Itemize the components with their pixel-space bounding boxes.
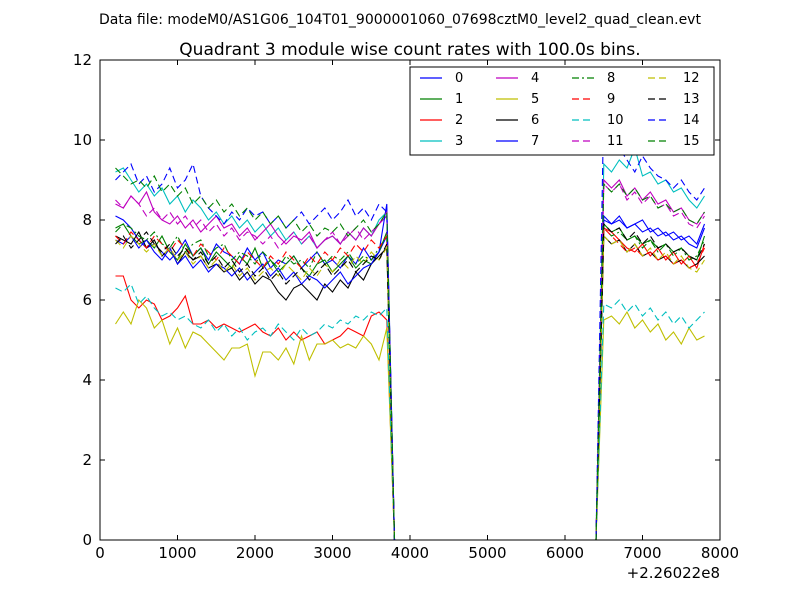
x-offset-label: +2.26022e8 [627, 564, 720, 582]
y-tick-label: 0 [82, 531, 92, 549]
series-line-4 [115, 178, 705, 540]
x-tick-label: 1000 [158, 544, 196, 562]
legend-label-11: 11 [607, 134, 624, 149]
chart-title: Quadrant 3 module wise count rates with … [179, 40, 640, 60]
series-line-7 [115, 203, 706, 540]
series-line-2 [115, 227, 706, 540]
x-tick-label: 7000 [623, 544, 661, 562]
series-line-6 [115, 230, 705, 540]
data-file-label: Data file: modeM0/AS1G06_104T01_90000010… [99, 12, 701, 28]
x-tick-label: 5000 [468, 544, 506, 562]
series-line-1 [115, 222, 706, 540]
series-line-12 [115, 234, 705, 540]
x-tick-label: 8000 [701, 544, 739, 562]
legend-label-10: 10 [607, 113, 624, 128]
axis-ticks: 0 1000 2000 3000 4000 5000 6000 7000 80000246810… [73, 51, 739, 562]
series-line-9 [115, 226, 705, 540]
legend-label-4: 4 [531, 71, 539, 86]
y-tick-label: 6 [82, 291, 92, 309]
series-line-11 [115, 182, 705, 540]
legend-label-6: 6 [531, 113, 539, 128]
legend-label-1: 1 [455, 92, 463, 107]
y-tick-label: 4 [82, 371, 92, 389]
legend-box [409, 66, 715, 156]
series-layer [115, 103, 706, 540]
y-tick-label: 2 [82, 451, 92, 469]
series-line-5 [115, 298, 705, 540]
legend-label-0: 0 [455, 71, 463, 86]
legend-label-5: 5 [531, 92, 539, 107]
series-line-3 [115, 146, 705, 540]
y-tick-label: 10 [73, 131, 92, 149]
legend-label-14: 14 [683, 113, 700, 128]
legend-label-3: 3 [455, 134, 463, 149]
series-line-0 [115, 215, 706, 540]
y-tick-label: 12 [73, 51, 92, 69]
series-line-10 [115, 282, 705, 540]
x-tick-label: 0 [95, 544, 105, 562]
series-line-13 [115, 222, 705, 540]
legend-label-9: 9 [607, 92, 615, 107]
legend-label-15: 15 [683, 134, 700, 149]
legend-label-12: 12 [683, 71, 700, 86]
series-line-8 [115, 223, 705, 540]
legend-label-7: 7 [531, 134, 539, 149]
x-tick-label: 2000 [236, 544, 274, 562]
x-tick-label: 3000 [313, 544, 351, 562]
legend-label-2: 2 [455, 113, 463, 128]
y-tick-label: 8 [82, 211, 92, 229]
legend-label-13: 13 [683, 92, 700, 107]
x-tick-label: 6000 [546, 544, 584, 562]
legend-label-8: 8 [607, 71, 615, 86]
x-tick-label: 4000 [391, 544, 429, 562]
